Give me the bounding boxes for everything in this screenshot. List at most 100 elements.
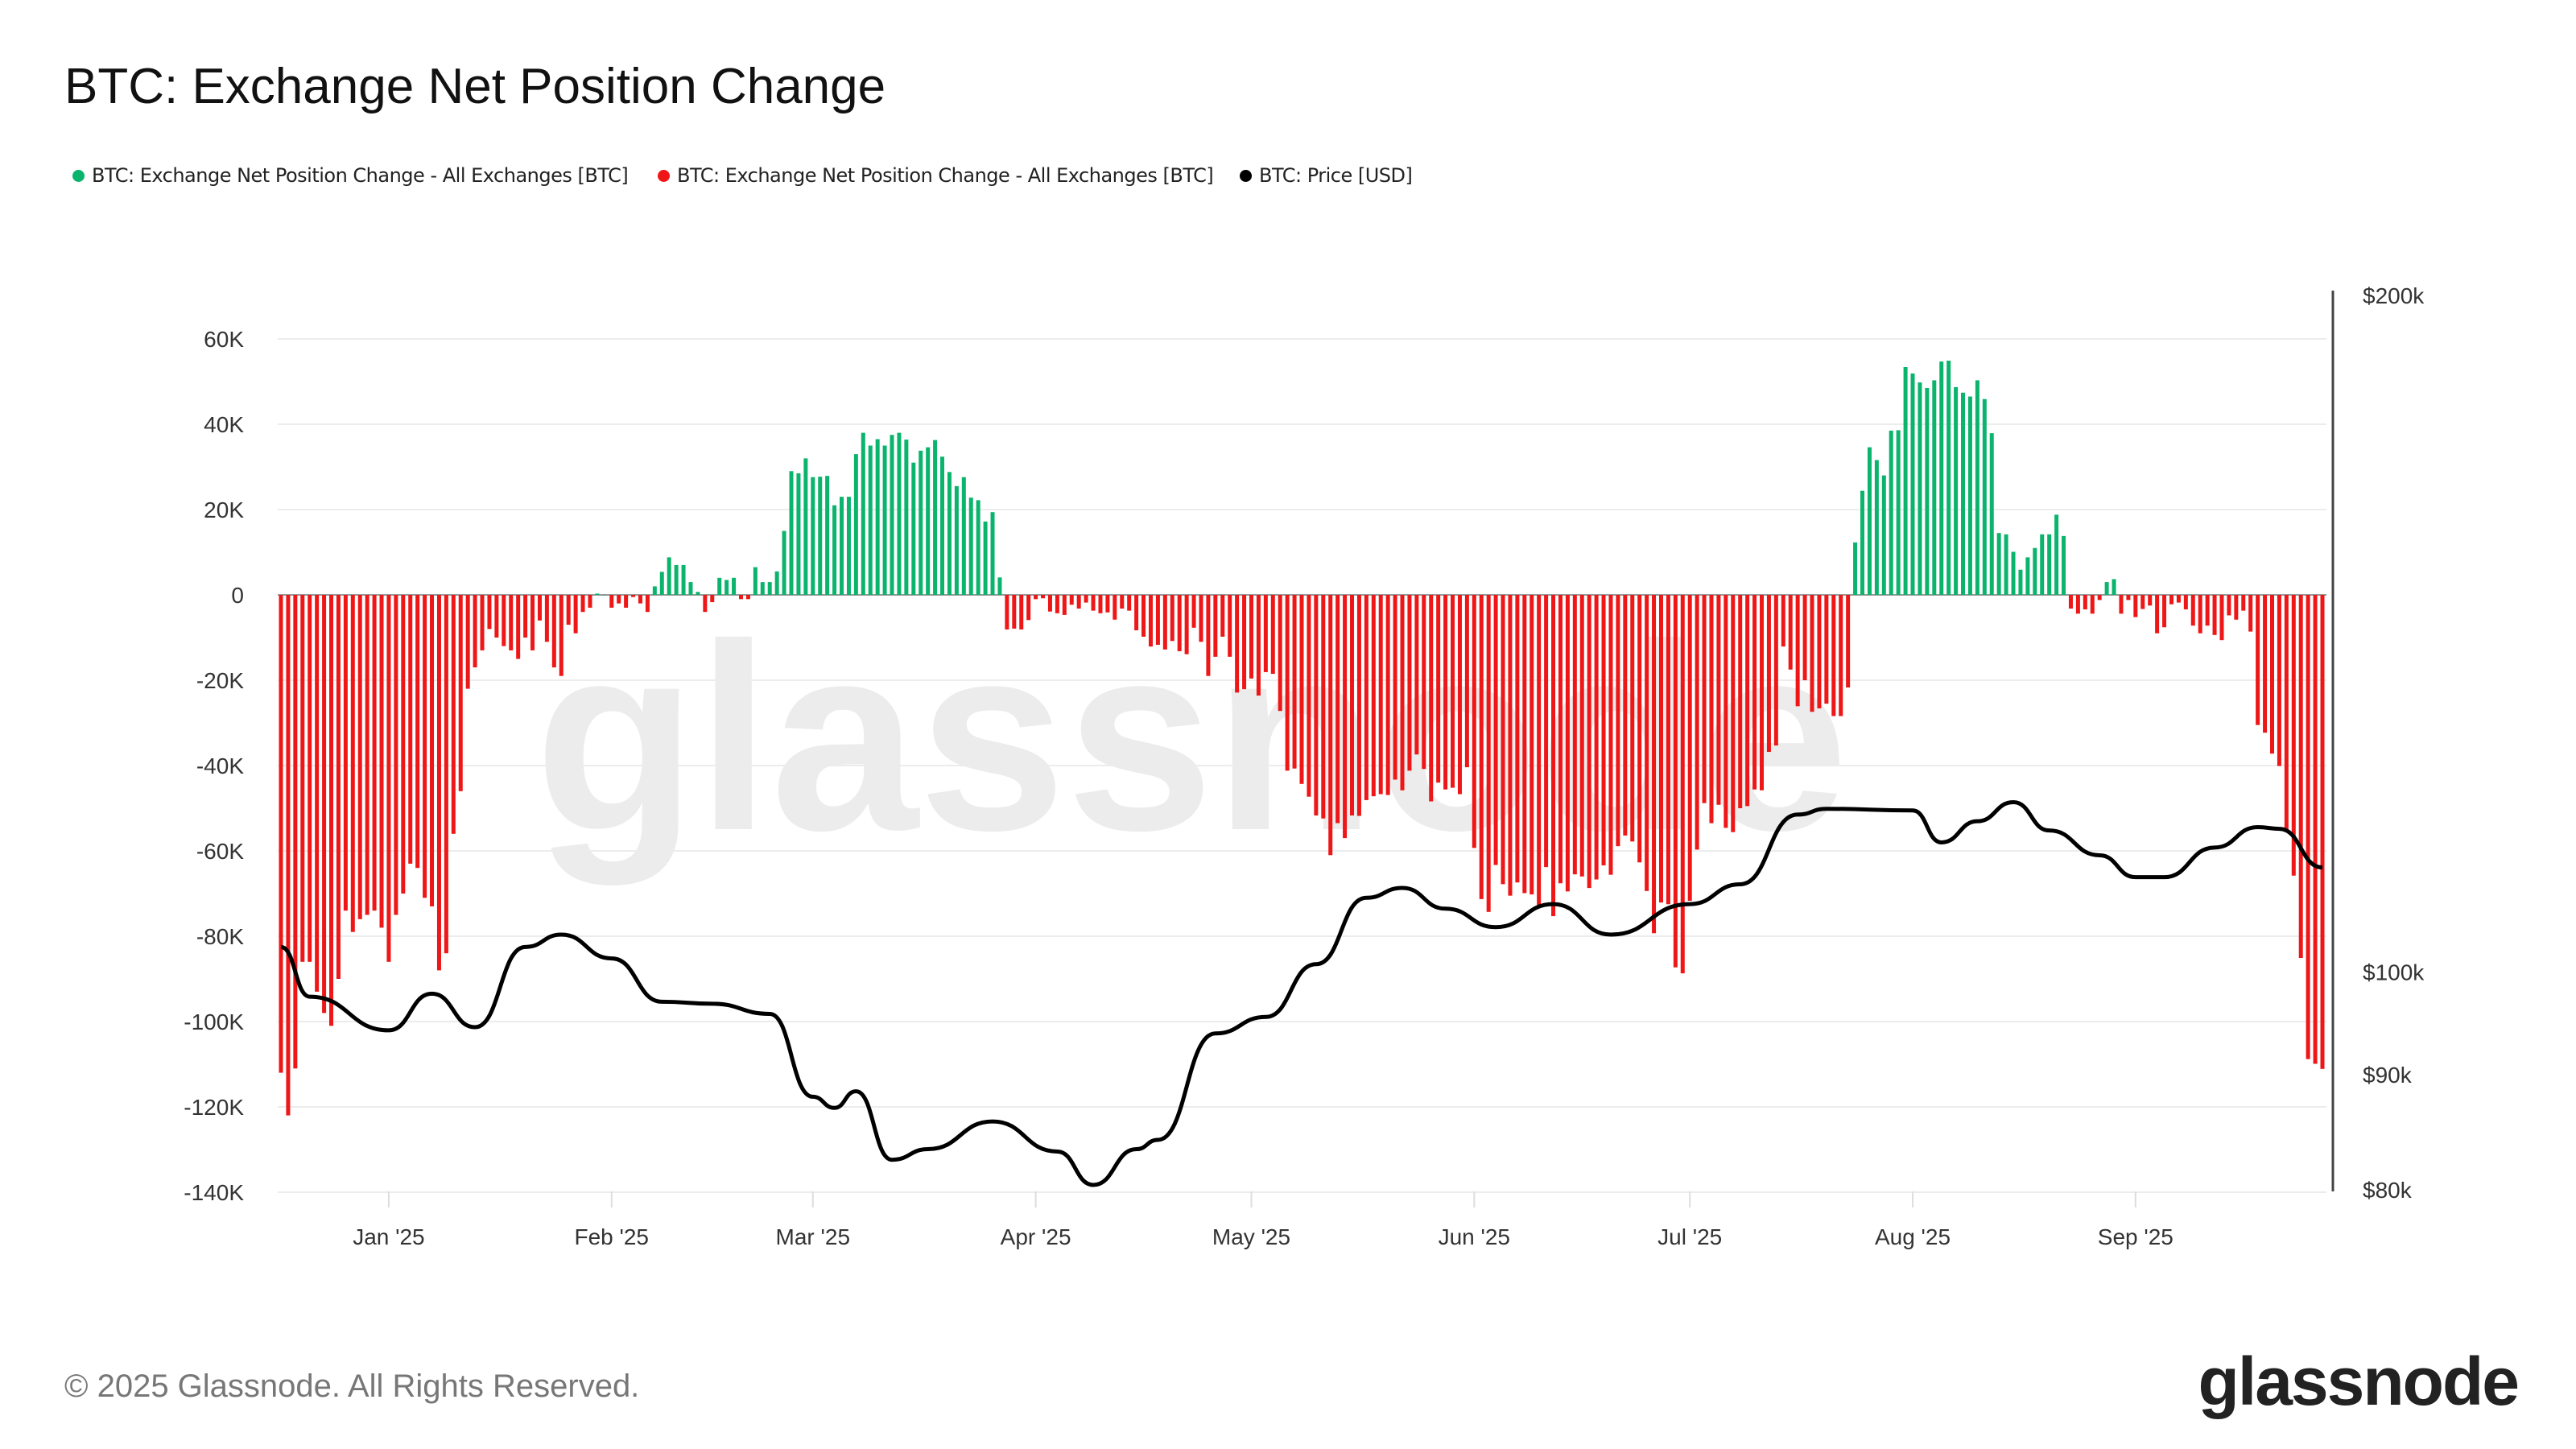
bar-negative xyxy=(2140,595,2145,609)
bar-positive xyxy=(602,595,607,596)
bar-negative xyxy=(1788,595,1793,670)
bar-negative xyxy=(329,595,334,1026)
bar-negative xyxy=(315,595,320,992)
legend-item-outflow[interactable]: BTC: Exchange Net Position Change - All … xyxy=(658,164,1214,187)
bar-positive xyxy=(840,497,844,595)
bar-negative xyxy=(1091,595,1096,611)
legend-label: BTC: Price [USD] xyxy=(1259,164,1413,187)
watermark: glassnode xyxy=(535,588,1848,887)
bar-negative xyxy=(1371,595,1376,797)
bar-negative xyxy=(530,595,535,650)
bar-negative xyxy=(1824,595,1829,704)
bar-negative xyxy=(2234,595,2239,620)
bar-negative xyxy=(1084,595,1088,603)
bar-negative xyxy=(1191,595,1196,628)
bar-positive xyxy=(904,440,909,595)
bar-positive xyxy=(2018,569,2023,595)
bar-negative xyxy=(1026,595,1031,621)
bar-negative xyxy=(2298,595,2303,959)
bar-negative xyxy=(1501,595,1505,885)
bar-negative xyxy=(1206,595,1211,676)
bar-negative xyxy=(2248,595,2253,632)
bar-positive xyxy=(2004,534,2008,595)
bar-positive xyxy=(760,582,765,595)
bar-positive xyxy=(947,472,952,595)
y-tick-label: -100K xyxy=(184,1009,244,1034)
bar-negative xyxy=(1127,595,1132,611)
bar-positive xyxy=(868,445,873,595)
bar-positive xyxy=(1881,475,1886,595)
bar-positive xyxy=(846,497,851,595)
bar-negative xyxy=(1464,595,1469,768)
bar-positive xyxy=(1874,460,1879,595)
bar-negative xyxy=(645,595,650,613)
bar-positive xyxy=(1889,430,1893,595)
bar-negative xyxy=(308,595,312,962)
bar-positive xyxy=(767,582,772,595)
bar-positive xyxy=(1982,398,1987,595)
bar-negative xyxy=(1328,595,1333,856)
bar-negative xyxy=(1235,595,1240,693)
bar-positive xyxy=(1903,366,1908,595)
bar-negative xyxy=(465,595,470,689)
bar-negative xyxy=(1242,595,1247,690)
y-tick-label: -120K xyxy=(184,1095,244,1120)
bar-positive xyxy=(1961,392,1966,595)
bar-positive xyxy=(1967,396,1972,595)
legend-item-price[interactable]: BTC: Price [USD] xyxy=(1240,164,1413,187)
bar-negative xyxy=(551,595,556,668)
x-tick-label: Sep '25 xyxy=(2098,1224,2174,1249)
bar-positive xyxy=(1867,447,1872,595)
bar-positive xyxy=(832,505,837,595)
bar-negative xyxy=(1141,595,1146,637)
price-tick-label: $80k xyxy=(2363,1178,2413,1203)
legend-label: BTC: Exchange Net Position Change - All … xyxy=(92,164,629,187)
bar-positive xyxy=(724,580,729,595)
bar-negative xyxy=(1047,595,1052,612)
y-tick-label: -140K xyxy=(184,1180,244,1205)
bar-negative xyxy=(1314,595,1319,816)
bar-negative xyxy=(1228,595,1232,657)
bar-negative xyxy=(1062,595,1067,615)
bar-negative xyxy=(1350,595,1355,816)
bar-negative xyxy=(2190,595,2195,626)
bar-negative xyxy=(357,595,362,919)
price-line xyxy=(280,800,2323,1187)
bar-negative xyxy=(1795,595,1800,707)
bar-positive xyxy=(1975,380,1979,595)
bar-positive xyxy=(2025,557,2030,595)
bar-positive xyxy=(897,432,902,595)
bar-negative xyxy=(1307,595,1311,797)
x-tick-label: Jul '25 xyxy=(1657,1224,1722,1249)
bar-negative xyxy=(1177,595,1182,651)
bar-negative xyxy=(1537,595,1542,907)
bar-negative xyxy=(1005,595,1009,630)
x-tick-label: Aug '25 xyxy=(1875,1224,1951,1249)
price-tick-label: $100k xyxy=(2363,960,2425,985)
bar-negative xyxy=(2169,595,2174,605)
y-tick-label: 60K xyxy=(204,327,244,352)
x-tick-label: May '25 xyxy=(1212,1224,1290,1249)
bar-negative xyxy=(588,595,592,608)
bar-negative xyxy=(350,595,355,932)
bar-negative xyxy=(336,595,341,979)
bar-negative xyxy=(394,595,398,915)
y-tick-label: 40K xyxy=(204,412,244,437)
bar-negative xyxy=(2148,595,2153,606)
bar-positive xyxy=(861,432,865,595)
bar-negative xyxy=(1817,595,1822,708)
bar-negative xyxy=(1608,595,1613,875)
bar-positive xyxy=(674,564,679,595)
bar-negative xyxy=(1378,595,1383,795)
bar-negative xyxy=(1256,595,1261,696)
bar-negative xyxy=(343,595,348,911)
bar-negative xyxy=(1335,595,1340,824)
bar-negative xyxy=(1199,595,1203,642)
bar-negative xyxy=(1616,595,1620,847)
legend-item-inflow[interactable]: BTC: Exchange Net Position Change - All … xyxy=(72,164,629,187)
bar-negative xyxy=(1076,595,1081,609)
bar-negative xyxy=(544,595,549,642)
bar-positive xyxy=(774,571,779,595)
bar-negative xyxy=(1278,595,1282,712)
bar-negative xyxy=(1558,595,1563,884)
